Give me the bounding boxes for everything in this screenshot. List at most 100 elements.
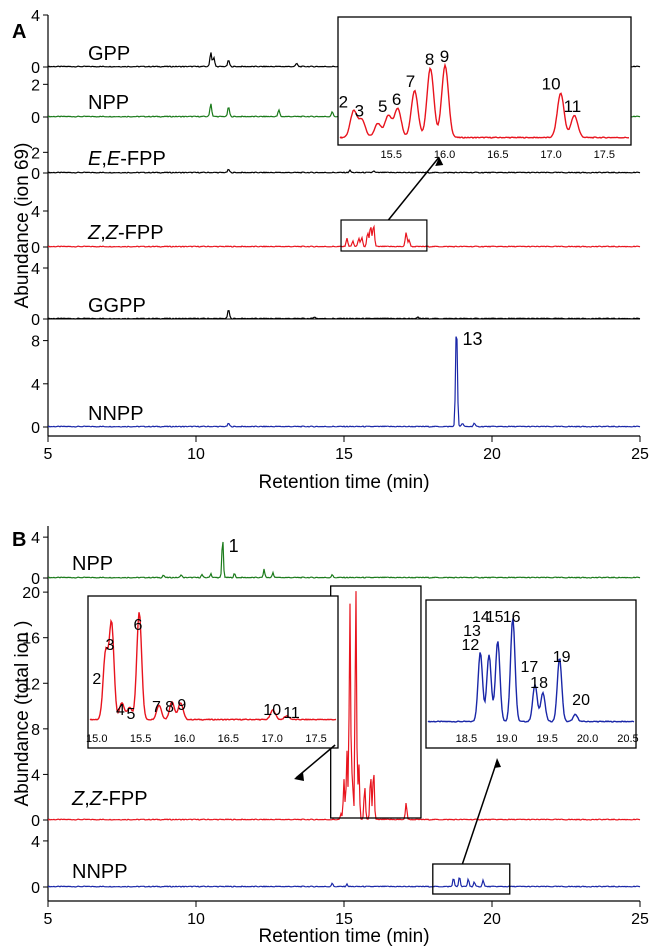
panel-a-trace-label-3: Z,Z-FPP: [87, 222, 164, 244]
panel-b-y-axis-title: Abundance (total ion ): [12, 621, 33, 807]
panel-a-zoom-arrowhead: [435, 157, 444, 166]
panel-a-trace-2-y-tick-label-1: 2: [31, 145, 40, 162]
panel-b-x-axis-title: Retention time (min): [258, 926, 429, 947]
panel-b-zoom-arrowhead-nnpp: [494, 758, 501, 768]
panel-a-inset-peak-label-7: 10: [542, 75, 561, 94]
panel-b-inset-0-x-tick-label-3: 16.5: [218, 733, 239, 745]
panel-b-inset-0-peak-label-5: 7: [152, 699, 161, 716]
panel-a-x-tick-label-1: 10: [187, 446, 205, 463]
panel-b-trace-1-y-tick-label-2: 8: [31, 722, 40, 739]
panel-a-inset-x-tick-label-2: 16.5: [487, 149, 508, 161]
panel-b-inset-1-peak-label-8: 20: [572, 692, 590, 709]
panel-b-inset-0-peak-label-2: 4: [116, 702, 125, 719]
panel-a-peak-annotation: 13: [462, 329, 482, 349]
panel-a-trace-line-5: [47, 336, 641, 428]
panel-b-trace-0-y-tick-label-1: 4: [31, 530, 40, 547]
panel-a-trace-label-2: E,E-FPP: [88, 148, 166, 170]
panel-b-inset-0-peak-label-7: 9: [177, 697, 186, 714]
panel-a-x-tick-label-0: 5: [44, 446, 53, 463]
panel-a-inset-peak-label-3: 6: [392, 90, 401, 109]
panel-a-trace-3-y-tick-label-0: 0: [31, 240, 40, 257]
panel-a-inset-frame: [337, 16, 632, 146]
panel-b-x-tick-label-1: 10: [187, 911, 205, 928]
panel-b-label: B: [12, 529, 26, 551]
panel-b-inset-1-peak-label-5: 17: [520, 659, 538, 676]
panel-b-inset-0-peak-label-6: 8: [165, 699, 174, 716]
panel-b-inset-1-peak-label-1: 13: [463, 623, 481, 640]
panel-b-inset-1-peak-label-4: 16: [503, 609, 521, 626]
panel-a-trace-label-1-part-0: NPP: [88, 92, 129, 114]
panel-b-trace-1-y-tick-label-0: 0: [31, 813, 40, 830]
panel-a-trace-label-3-part-3: -FPP: [118, 222, 164, 244]
panel-b-trace-line-1: [47, 591, 641, 821]
panel-a-x-tick-label-3: 20: [483, 446, 501, 463]
panel-a-trace-5: 0 4 8 NNPP: [31, 334, 641, 437]
panel-b-inset-trace-1: [427, 618, 635, 723]
panel-b-trace-label-1-part-1: ,: [84, 788, 90, 810]
panel-b-inset-0-x-tick-label-0: 15.0: [86, 733, 107, 745]
panel-b-trace-1-y-tick-label-3: 12: [22, 676, 40, 693]
panel-a-inset-peak-label-2: 5: [378, 97, 387, 116]
panel-a-trace-2-y-tick-label-0: 0: [31, 166, 40, 183]
panel-b-x-tick-label-3: 20: [483, 911, 501, 928]
panel-b-inset-trace-0: [89, 612, 337, 721]
panel-a-inset-peak-label-4: 7: [406, 72, 415, 91]
panel-a-trace-0-y-tick-label-1: 4: [31, 8, 40, 25]
panel-b-trace-label-0-part-0: NPP: [72, 553, 113, 575]
panel-a-trace-3: 0 4 Z,Z-FPP: [31, 204, 641, 257]
panel-a-trace-label-4: GGPP: [88, 295, 146, 317]
panel-a-trace-label-1: NPP: [88, 92, 129, 114]
panel-a-trace-label-0-part-0: GPP: [88, 43, 130, 65]
panel-b-trace-2: 0 4 NNPP: [31, 834, 641, 897]
panel-a-x-tick-label-4: 25: [631, 446, 649, 463]
panel-a-inset-peak-label-0: 2: [339, 93, 348, 112]
panel-b-inset-1-x-tick-label-0: 18.5: [456, 733, 477, 745]
panel-b-trace-label-0: NPP: [72, 553, 113, 575]
panel-b-inset-0-peak-label-1: 3: [105, 637, 114, 654]
panel-b-trace-line-2: [47, 877, 641, 888]
panel-b-trace-label-1-part-2: Z: [89, 788, 103, 810]
panel-b-trace-label-1-part-0: Z: [71, 788, 85, 810]
panel-a-trace-1-y-tick-label-1: 2: [31, 77, 40, 94]
panel-b-inset-1-x-tick-label-1: 19.0: [496, 733, 517, 745]
panel-a-trace-label-2-part-1: ,: [101, 148, 107, 170]
panel-a-inset-peak-label-1: 3: [355, 102, 364, 121]
panel-a-trace-line-2: [47, 168, 641, 174]
panel-b-inset-0-peak-label-8: 10: [263, 702, 281, 719]
panel-b-inset-frame-1: [425, 599, 637, 749]
panel-a-trace-label-2-part-3: -FPP: [120, 148, 166, 170]
panel-b-x-tick-label-4: 25: [631, 911, 649, 928]
panel-b-inset-0-peak-label-4: 6: [134, 617, 143, 634]
panel-a-trace-5-y-tick-label-0: 0: [31, 420, 40, 437]
panel-a-trace-label-5-part-0: NNPP: [88, 403, 144, 425]
panel-a-y-axis-title: Abundance (ion 69): [12, 143, 33, 309]
panel-a-trace-label-3-part-2: Z: [105, 222, 119, 244]
panel-b-trace-2-y-tick-label-0: 0: [31, 880, 40, 897]
panel-a-trace-3-y-tick-label-1: 4: [31, 204, 40, 221]
panel-b-inset-1-peak-label-7: 19: [553, 649, 571, 666]
panel-b-inset-0: 15.0 15.5 16.0 16.5 17.0 17.5 23 4 5 6 7 8 9 10 11: [86, 595, 339, 749]
panel-b-inset-0-x-tick-label-5: 17.5: [305, 733, 326, 745]
panel-a-trace-1-y-tick-label-0: 0: [31, 110, 40, 127]
panel-b-inset-1-peak-label-3: 15: [486, 609, 504, 626]
panel-b-trace-2-y-tick-label-1: 4: [31, 834, 40, 851]
panel-a-trace-label-3-part-1: ,: [100, 222, 106, 244]
panel-b-inset-1-x-tick-label-3: 20.0: [577, 733, 598, 745]
panel-a-trace-4-y-tick-label-0: 0: [31, 312, 40, 329]
panel-a-trace-label-2-part-2: E: [107, 148, 121, 170]
panel-a-inset-peak-label-6: 9: [440, 47, 449, 66]
panel-b-trace-label-2-part-0: NNPP: [72, 861, 128, 883]
panel-a-trace-label-2-part-0: E: [88, 148, 102, 170]
panel-a-trace-5-y-tick-label-1: 4: [31, 377, 40, 394]
panel-a-zoom-box: [340, 219, 428, 252]
panel-b-trace-1-y-tick-label-5: 20: [22, 585, 40, 602]
panel-a-inset-peak-label-5: 8: [425, 50, 434, 69]
panel-a-trace-label-0: GPP: [88, 43, 130, 65]
panel-b-inset-1-x-tick-label-4: 20.5: [617, 733, 638, 745]
panel-b-zoom-arrow-nnpp: [461, 760, 498, 865]
panel-a-inset-peak-label-8: 11: [564, 97, 582, 116]
panel-b-inset-0-peak-label-3: 5: [127, 706, 136, 723]
panel-b-x-tick-label-0: 5: [44, 911, 53, 928]
